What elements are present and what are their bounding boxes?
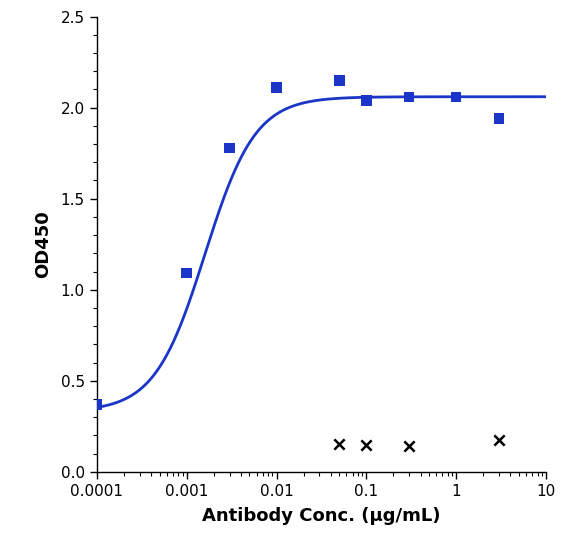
Point — [225, 143, 234, 152]
Point — [335, 76, 344, 85]
Point — [452, 92, 461, 101]
Point — [494, 436, 504, 445]
Point — [494, 114, 504, 123]
X-axis label: Antibody Conc. (μg/mL): Antibody Conc. (μg/mL) — [202, 507, 441, 525]
Point — [92, 400, 101, 409]
Point — [362, 441, 371, 450]
Point — [405, 442, 414, 451]
Point — [362, 96, 371, 105]
Y-axis label: OD450: OD450 — [35, 210, 52, 278]
Point — [405, 92, 414, 101]
Point — [272, 83, 281, 92]
Point — [182, 269, 191, 278]
Point — [335, 439, 344, 448]
